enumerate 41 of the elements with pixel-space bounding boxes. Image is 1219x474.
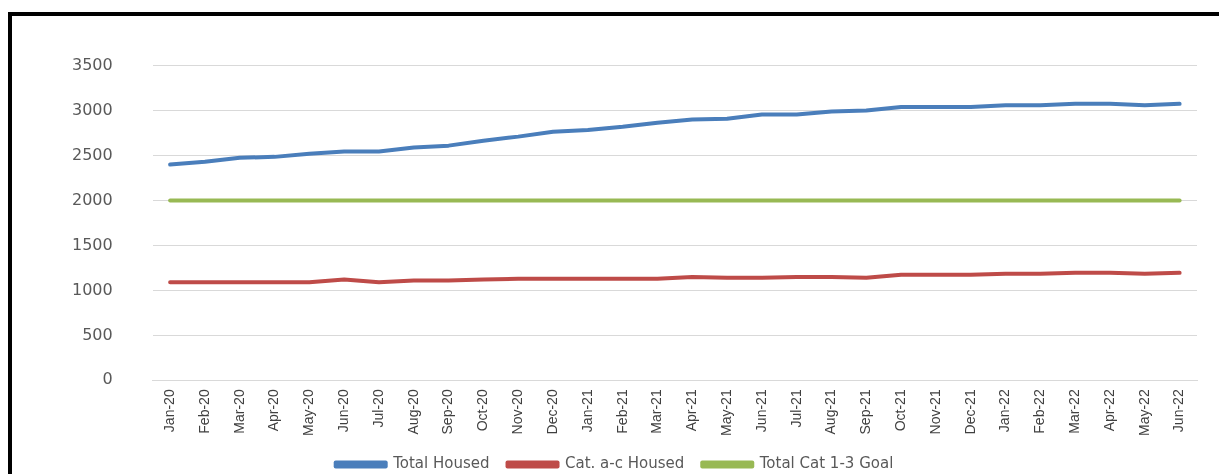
x-tick-label: Apr-20 [265,389,282,432]
x-tick-label: Aug-21 [822,389,839,435]
x-tick-label: Nov-21 [926,389,943,435]
x-tick-label: Jul-21 [787,389,804,428]
legend-label: Total Housed [392,454,490,473]
x-tick-label: May-20 [300,389,317,436]
x-tick-label: Jun-21 [752,389,769,433]
x-tick-label: Jun-20 [335,389,352,433]
legend-label: Cat. a-c Housed [565,454,685,473]
x-tick-label: Jul-20 [369,389,386,428]
x-tick-label: Sep-20 [439,389,456,435]
y-tick-label: 3000 [72,99,113,119]
x-tick-label: May-22 [1135,389,1152,436]
x-tick-label: Feb-20 [195,389,212,434]
x-tick-label: Dec-21 [961,389,978,435]
x-tick-label: Aug-20 [404,389,421,435]
x-tick-label: Nov-20 [509,389,526,435]
x-tick-label: Sep-21 [857,389,874,435]
y-tick-label: 0 [102,369,113,389]
x-tick-label: Mar-21 [648,389,665,434]
y-tick-label: 1000 [72,279,113,299]
x-tick-label: Apr-21 [683,389,700,432]
x-tick-label: Feb-21 [613,389,630,434]
x-tick-label: Oct-21 [891,389,908,432]
y-tick-label: 3500 [72,54,113,74]
x-tick-label: Mar-22 [1066,389,1083,434]
x-tick-label: Jan-22 [996,389,1013,433]
x-tick-label: Feb-22 [1031,389,1048,434]
y-tick-label: 2500 [72,144,113,164]
y-tick-label: 1500 [72,234,113,254]
x-tick-label: May-21 [717,389,734,436]
legend-label: Total Cat 1-3 Goal [758,454,894,473]
x-tick-label: Apr-22 [1100,389,1117,432]
x-tick-label: Oct-20 [474,389,491,432]
x-tick-label: Jan-21 [578,389,595,433]
x-tick-label: Jan-20 [160,389,177,433]
y-tick-label: 2000 [72,189,113,209]
x-tick-label: Dec-20 [543,389,560,435]
x-tick-label: Jun-22 [1170,389,1187,433]
y-tick-label: 500 [82,324,113,344]
x-tick-label: Mar-20 [230,389,247,434]
